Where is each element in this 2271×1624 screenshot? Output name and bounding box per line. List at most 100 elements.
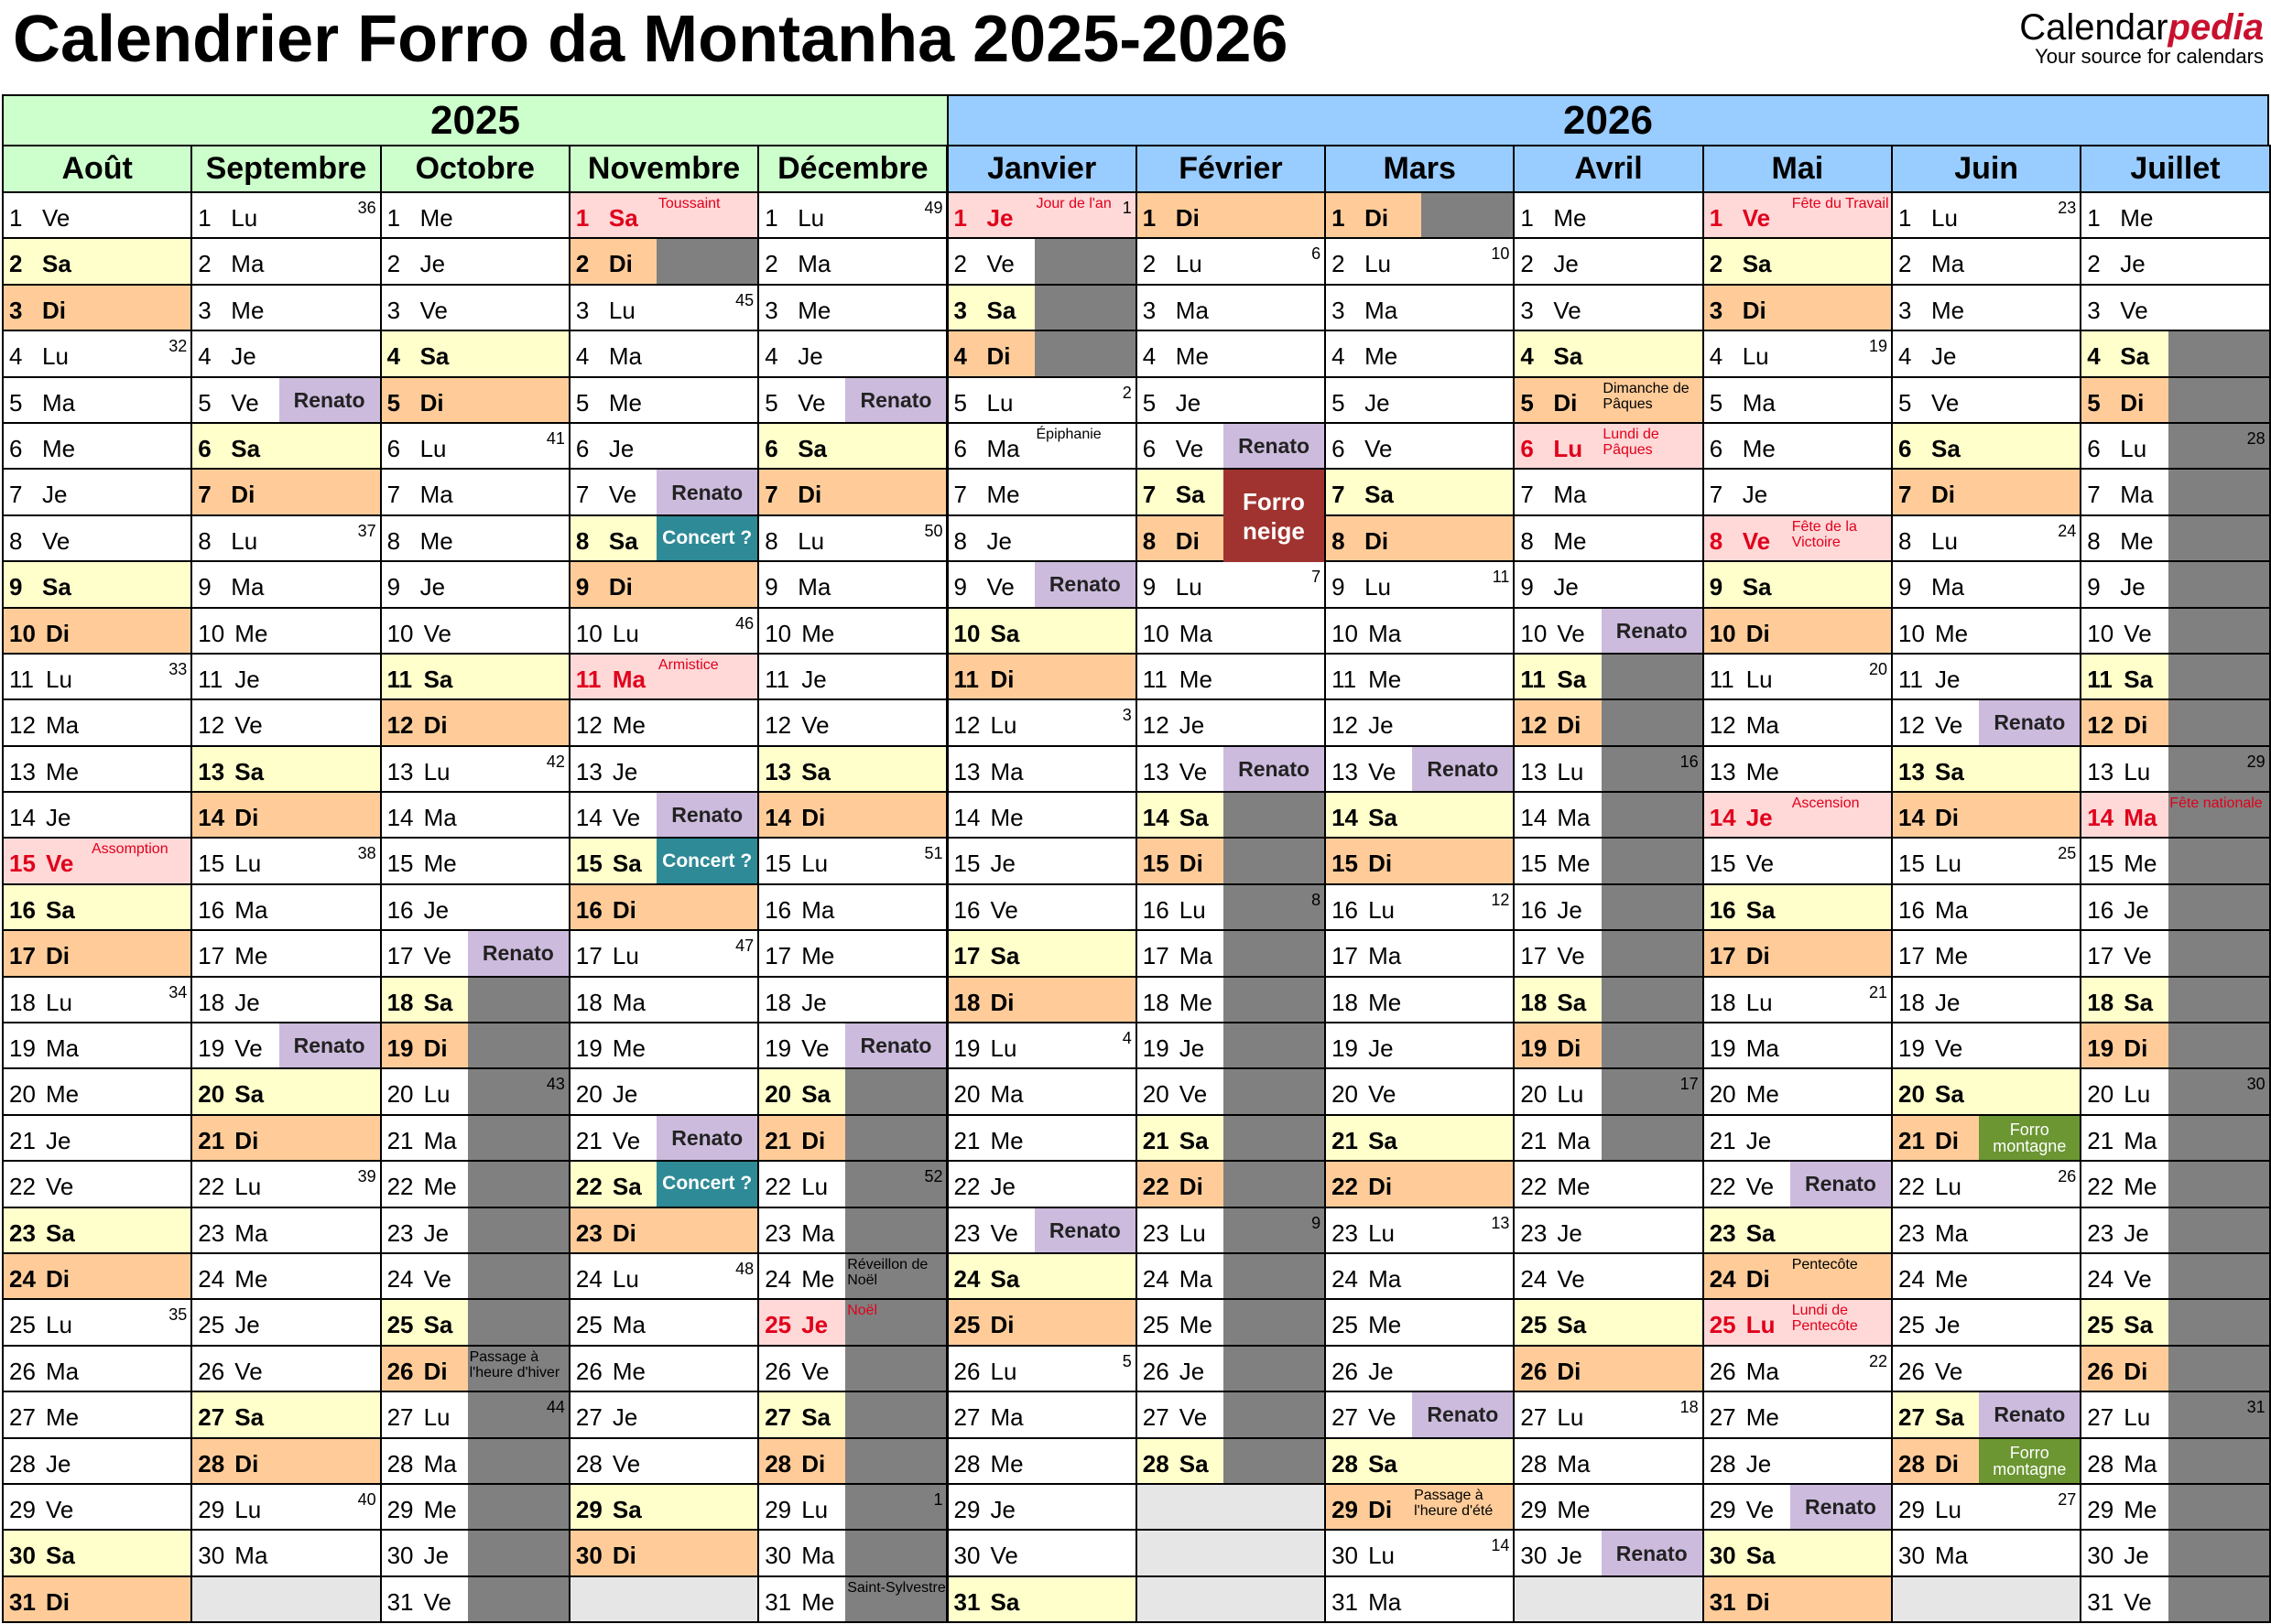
day-cell[interactable]: 21 Di — [757, 1115, 949, 1163]
renato-event[interactable]: Renato — [1979, 1392, 2081, 1437]
day-cell[interactable]: 18 Je — [190, 977, 382, 1024]
day-cell[interactable]: 6 Sa — [1891, 423, 2082, 471]
day-cell[interactable]: 17 Lu 47 — [568, 931, 760, 978]
day-cell[interactable]: 20 Lu 43 — [379, 1069, 570, 1116]
day-cell[interactable]: 24 Me — [190, 1253, 382, 1301]
renato-event[interactable]: Renato — [1789, 1162, 1891, 1207]
day-cell[interactable]: 18 Je — [757, 977, 949, 1024]
day-cell[interactable]: 27 Je — [568, 1392, 760, 1439]
day-cell[interactable]: 1 Lu 23 — [1891, 193, 2082, 240]
day-cell[interactable]: 29 Me — [379, 1484, 570, 1532]
forro-event[interactable]: Forro montagne — [1979, 1115, 2081, 1161]
day-cell[interactable]: 21 Sa — [1324, 1115, 1516, 1163]
day-cell[interactable]: 30 Ve — [946, 1531, 1137, 1577]
day-cell[interactable]: 9 Sa — [1701, 562, 1893, 609]
day-cell[interactable]: 3 Ve — [1513, 285, 1704, 332]
day-cell[interactable]: 28 Me — [946, 1438, 1137, 1485]
day-cell[interactable]: 3 Lu 45 — [568, 285, 760, 332]
day-cell[interactable]: 16 Ma — [190, 884, 382, 932]
day-cell[interactable]: 14 Me — [946, 793, 1137, 839]
day-cell[interactable]: 16 Je — [1513, 884, 1704, 932]
day-cell[interactable]: 25 Ma — [568, 1300, 760, 1347]
day-cell[interactable]: 15 Me — [2080, 839, 2271, 885]
day-cell[interactable]: 18 Me — [1324, 977, 1516, 1024]
day-cell[interactable]: 30 Ma — [190, 1531, 382, 1577]
day-cell[interactable]: 26 Me — [568, 1346, 760, 1393]
day-cell[interactable]: 20 Ma — [946, 1069, 1137, 1116]
day-cell[interactable]: 28 Di — [757, 1438, 949, 1485]
day-cell[interactable]: 1 Me — [1513, 193, 1704, 240]
forro-event[interactable]: Forro montagne — [1979, 1438, 2081, 1483]
day-cell[interactable]: 21 Ma — [379, 1115, 570, 1163]
day-cell[interactable]: 25 Lu Lundi de Pentecôte — [1701, 1300, 1893, 1347]
day-cell[interactable]: 16 Di — [568, 884, 760, 932]
day-cell[interactable]: 26 Ma 22 — [1701, 1346, 1893, 1393]
day-cell[interactable]: 6 Me — [2, 423, 193, 471]
day-cell[interactable]: 1 Me — [379, 193, 570, 240]
day-cell[interactable]: 15 Lu 38 — [190, 839, 382, 885]
day-cell[interactable]: 5 Je — [1324, 377, 1516, 424]
renato-event[interactable]: Renato — [845, 1023, 947, 1068]
day-cell[interactable]: 14 Ve Renato — [568, 793, 760, 839]
day-cell[interactable]: 25 Di — [946, 1300, 1137, 1347]
day-cell[interactable]: 31 Me Saint-Sylvestre — [757, 1576, 949, 1624]
day-cell[interactable]: 1 Di — [1135, 193, 1327, 240]
day-cell[interactable]: 31 Di — [1701, 1576, 1893, 1624]
day-cell[interactable]: 7 Je — [1701, 470, 1893, 516]
day-cell[interactable]: 7 Me — [946, 470, 1137, 516]
day-cell[interactable]: 2 Ma — [1891, 239, 2082, 286]
day-cell[interactable]: 23 Ve Renato — [946, 1207, 1137, 1254]
day-cell[interactable]: 24 Ma — [1135, 1253, 1327, 1301]
day-cell[interactable]: 2 Ve — [946, 239, 1137, 286]
day-cell[interactable]: 20 Sa — [757, 1069, 949, 1116]
day-cell[interactable]: 21 Sa — [1135, 1115, 1327, 1163]
day-cell[interactable]: 16 Lu 8 — [1135, 884, 1327, 932]
day-cell[interactable]: 9 Je — [2080, 562, 2271, 609]
day-cell[interactable]: 11 Me — [1324, 654, 1516, 701]
day-cell[interactable]: 30 Sa — [1701, 1531, 1893, 1577]
day-cell[interactable]: 30 Lu 14 — [1324, 1531, 1516, 1577]
day-cell[interactable]: 18 Lu 34 — [2, 977, 193, 1024]
day-cell[interactable]: 27 Sa — [757, 1392, 949, 1439]
day-cell[interactable]: 17 Ma — [1324, 931, 1516, 978]
day-cell[interactable]: 10 Ma — [1135, 608, 1327, 655]
day-cell[interactable]: 12 Je — [1324, 700, 1516, 747]
day-cell[interactable]: 16 Ma — [1891, 884, 2082, 932]
day-cell[interactable]: 1 Di — [1324, 193, 1516, 240]
day-cell[interactable]: 23 Di — [568, 1207, 760, 1254]
day-cell[interactable]: 5 Di Dimanche de Pâques — [1513, 377, 1704, 424]
day-cell[interactable]: 5 Ve Renato — [190, 377, 382, 424]
day-cell[interactable]: 28 Sa — [1324, 1438, 1516, 1485]
renato-event[interactable]: Renato — [1034, 562, 1136, 607]
day-cell[interactable]: 25 Lu 35 — [2, 1300, 193, 1347]
day-cell[interactable]: 13 Lu 42 — [379, 746, 570, 794]
renato-event[interactable]: Renato — [1979, 700, 2081, 745]
day-cell[interactable]: 27 Lu 18 — [1513, 1392, 1704, 1439]
day-cell[interactable]: 29 Je — [946, 1484, 1137, 1532]
day-cell[interactable]: 24 Lu 48 — [568, 1253, 760, 1301]
day-cell[interactable]: 10 Ma — [1324, 608, 1516, 655]
day-cell[interactable]: 3 Sa — [946, 285, 1137, 332]
day-cell[interactable]: 5 Ve Renato — [757, 377, 949, 424]
day-cell[interactable]: 17 Ve — [1513, 931, 1704, 978]
day-cell[interactable]: 1 Je 1 Jour de l'an — [946, 193, 1137, 240]
day-cell[interactable]: 6 Lu Lundi de Pâques — [1513, 423, 1704, 471]
day-cell[interactable]: 14 Sa — [1324, 793, 1516, 839]
day-cell[interactable]: 4 Me — [1324, 331, 1516, 378]
day-cell[interactable]: 7 Di — [1891, 470, 2082, 516]
day-cell[interactable]: 15 Di — [1135, 839, 1327, 885]
day-cell[interactable]: 18 Sa — [2080, 977, 2271, 1024]
day-cell[interactable]: 19 Je — [1135, 1023, 1327, 1070]
day-cell[interactable]: 20 Sa — [190, 1069, 382, 1116]
day-cell[interactable]: 18 Sa — [1513, 977, 1704, 1024]
day-cell[interactable]: 23 Lu 9 — [1135, 1207, 1327, 1254]
day-cell[interactable]: 3 Ma — [1135, 285, 1327, 332]
day-cell[interactable]: 17 Di — [2, 931, 193, 978]
day-cell[interactable]: 23 Je — [1513, 1207, 1704, 1254]
day-cell[interactable]: 28 Je — [2, 1438, 193, 1485]
day-cell[interactable]: 10 Ve — [2080, 608, 2271, 655]
day-cell[interactable]: 17 Me — [757, 931, 949, 978]
day-cell[interactable]: 2 Sa — [2, 239, 193, 286]
day-cell[interactable]: 2 Di — [568, 239, 760, 286]
day-cell[interactable]: 7 Ve Renato — [568, 470, 760, 516]
